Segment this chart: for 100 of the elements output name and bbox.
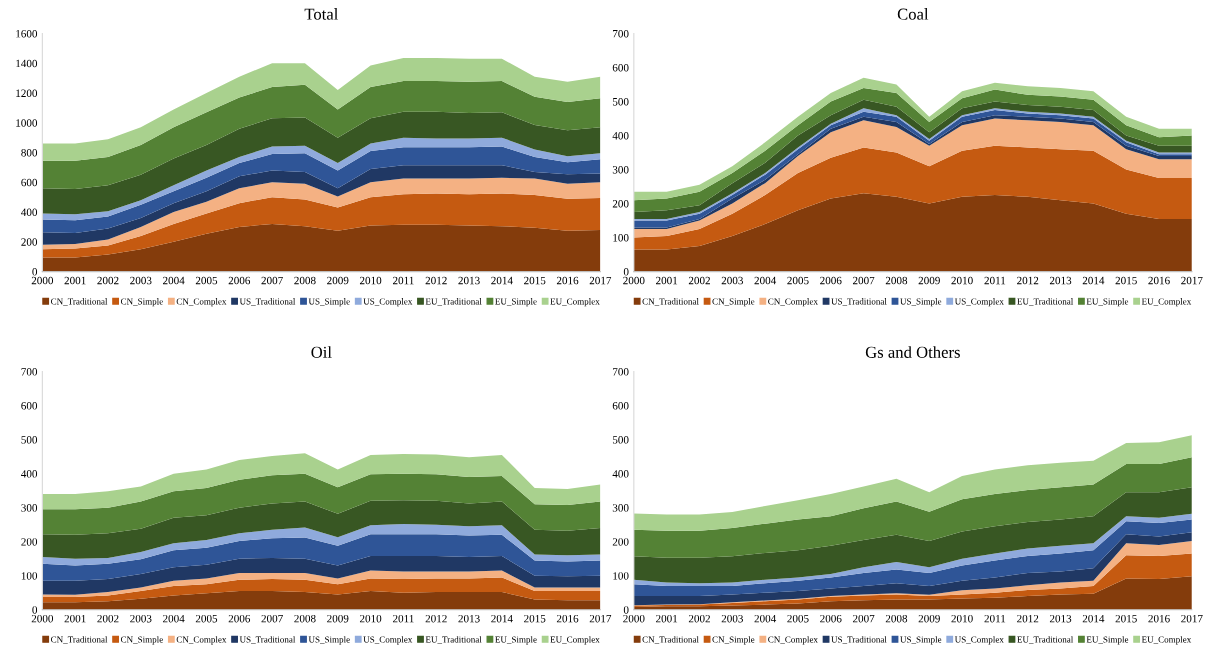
y-tick-label: 0 bbox=[623, 268, 629, 276]
legend-label: EU_Simple bbox=[495, 636, 537, 645]
x-tick-label: 2012 bbox=[425, 614, 447, 623]
x-tick-label: 2006 bbox=[228, 276, 251, 285]
x-tick-label: 2004 bbox=[163, 276, 185, 285]
x-tick-label: 2004 bbox=[754, 614, 777, 623]
y-tick-label: 600 bbox=[612, 63, 629, 72]
x-tick-label: 2015 bbox=[524, 614, 546, 623]
x-tick-label: 2008 bbox=[885, 614, 908, 623]
x-tick-label: 2014 bbox=[491, 276, 513, 285]
x-tick-label: 2000 bbox=[623, 276, 645, 285]
x-tick-label: 2011 bbox=[393, 614, 414, 623]
x-tick-label: 2017 bbox=[589, 614, 612, 623]
x-tick-label: 2011 bbox=[393, 276, 414, 285]
y-tick-label: 500 bbox=[21, 436, 38, 444]
x-tick-label: 2000 bbox=[623, 614, 645, 623]
y-tick-label: 1200 bbox=[16, 89, 38, 97]
y-tick-label: 800 bbox=[21, 149, 38, 157]
legend-label: CN_Simple bbox=[712, 298, 755, 307]
x-tick-label: 2002 bbox=[688, 276, 710, 285]
y-tick-label: 700 bbox=[613, 29, 629, 38]
x-tick-label: 2016 bbox=[1148, 614, 1170, 623]
x-tick-label: 2001 bbox=[64, 276, 86, 285]
x-tick-label: 2010 bbox=[359, 276, 382, 285]
x-tick-label: 2002 bbox=[97, 614, 119, 623]
x-tick-label: 2010 bbox=[951, 276, 973, 285]
legend-label: CN_Traditional bbox=[51, 636, 108, 644]
y-tick-label: 1600 bbox=[16, 29, 38, 38]
x-tick-label: 2012 bbox=[1017, 276, 1039, 285]
y-tick-label: 500 bbox=[612, 97, 629, 106]
legend-label: US_Simple bbox=[900, 636, 942, 645]
y-tick-label: 400 bbox=[612, 132, 629, 140]
legend-label: EU_Complex bbox=[550, 298, 600, 307]
x-tick-label: 2014 bbox=[1082, 276, 1105, 285]
x-tick-label: 2008 bbox=[294, 614, 316, 623]
y-tick-label: 1000 bbox=[16, 119, 38, 127]
chart-title: Total bbox=[304, 8, 339, 20]
y-tick-label: 700 bbox=[21, 368, 38, 376]
legend-label: EU_Simple bbox=[1086, 636, 1129, 645]
legend-label: US_Complex bbox=[363, 636, 413, 645]
y-tick-label: 300 bbox=[21, 504, 38, 512]
y-tick-label: 200 bbox=[21, 238, 38, 246]
x-tick-label: 2017 bbox=[589, 276, 612, 285]
y-tick-label: 600 bbox=[21, 178, 38, 187]
chart-title: Gs and Others bbox=[865, 346, 960, 358]
text: CN_Traditional bbox=[642, 636, 699, 644]
x-tick-label: 2003 bbox=[721, 614, 743, 623]
legend-label: EU_Simple bbox=[1086, 298, 1129, 307]
legend-label: CN_Complex bbox=[176, 636, 227, 645]
x-tick-label: 2016 bbox=[1148, 276, 1170, 285]
legend-label: EU_Traditional bbox=[1017, 636, 1074, 644]
x-tick-label: 2009 bbox=[327, 614, 349, 623]
y-tick-label: 1400 bbox=[16, 59, 38, 68]
legend-label: CN_Complex bbox=[768, 298, 818, 307]
y-tick-label: 200 bbox=[21, 538, 38, 546]
x-tick-label: 2002 bbox=[97, 276, 119, 285]
x-tick-label: 2009 bbox=[327, 276, 349, 285]
x-tick-label: 2001 bbox=[656, 614, 678, 623]
y-tick-label: 100 bbox=[613, 234, 629, 242]
legend-label: US_Traditional bbox=[831, 298, 887, 306]
x-tick-label: 2009 bbox=[918, 276, 940, 285]
y-tick-label: 400 bbox=[21, 470, 38, 478]
x-tick-label: 2014 bbox=[1082, 614, 1105, 623]
x-tick-label: 2009 bbox=[918, 614, 940, 623]
y-tick-label: 200 bbox=[612, 200, 629, 208]
legend-label: US_Simple bbox=[308, 298, 350, 307]
x-tick-label: 2017 bbox=[1181, 276, 1203, 285]
x-tick-label: 2002 bbox=[688, 614, 710, 623]
x-tick-label: 2004 bbox=[163, 614, 185, 623]
x-tick-label: 2003 bbox=[130, 276, 152, 285]
y-tick-label: 200 bbox=[612, 538, 629, 546]
x-tick-label: 2015 bbox=[1115, 614, 1137, 623]
x-tick-label: 2006 bbox=[820, 276, 842, 285]
x-tick-label: 2006 bbox=[820, 614, 842, 623]
y-tick-label: 300 bbox=[612, 504, 629, 512]
x-tick-label: 2007 bbox=[852, 276, 875, 285]
x-tick-label: 2015 bbox=[1115, 276, 1137, 285]
chart-title: Oil bbox=[311, 346, 332, 358]
x-tick-label: 2004 bbox=[754, 276, 777, 285]
x-tick-label: 2008 bbox=[294, 276, 316, 285]
x-tick-label: 2005 bbox=[195, 276, 218, 285]
legend-label: CN_Complex bbox=[176, 298, 227, 307]
x-tick-label: 2011 bbox=[984, 614, 1006, 623]
x-tick-label: 2005 bbox=[195, 614, 218, 623]
x-tick-label: 2008 bbox=[885, 276, 908, 285]
y-tick-label: 300 bbox=[612, 166, 629, 174]
y-tick-label: 0 bbox=[623, 606, 629, 614]
y-tick-label: 100 bbox=[613, 572, 629, 580]
legend-label: CN_Complex bbox=[768, 636, 818, 645]
y-tick-label: 400 bbox=[612, 470, 629, 478]
legend-label: EU_Traditional bbox=[1017, 298, 1074, 306]
legend-label: US_Simple bbox=[308, 636, 350, 645]
x-tick-label: 2005 bbox=[787, 614, 809, 623]
x-tick-label: 2014 bbox=[491, 614, 513, 623]
x-tick-label: 2006 bbox=[228, 614, 251, 623]
x-tick-label: 2016 bbox=[556, 276, 579, 285]
y-tick-label: 700 bbox=[613, 368, 629, 376]
x-tick-label: 2015 bbox=[524, 276, 546, 285]
x-tick-label: 2003 bbox=[130, 614, 152, 623]
y-tick-label: 600 bbox=[612, 402, 629, 410]
